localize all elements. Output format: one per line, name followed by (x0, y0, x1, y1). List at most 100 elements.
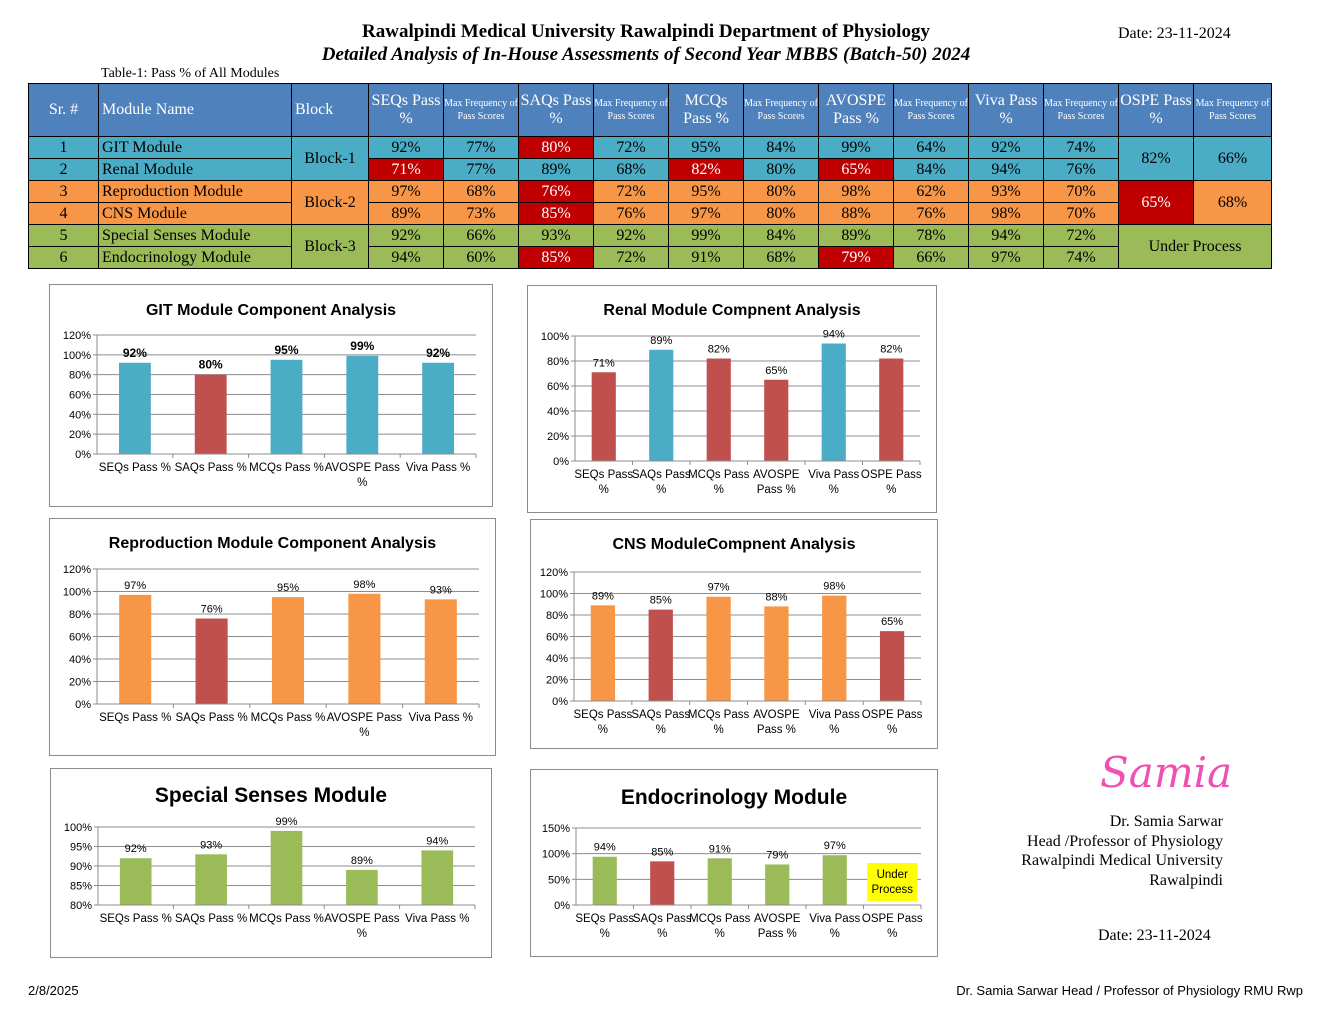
y-tick-label: 0% (554, 900, 570, 912)
cell-module-name: Renal Module (98, 158, 292, 181)
x-tick-label: SEQs Pass (574, 709, 633, 721)
cell-value: 72% (593, 180, 669, 203)
signature-city: Rawalpindi (1149, 871, 1223, 889)
bar (421, 850, 454, 905)
y-tick-label: 40% (546, 653, 568, 665)
header-seqs-pass: SEQs Pass % (368, 83, 444, 137)
data-label: 97% (708, 582, 730, 594)
footer-author: Dr. Samia Sarwar Head / Professor of Phy… (956, 983, 1303, 998)
table-header-row: Sr. # Module Name Block SEQs Pass % Max … (28, 83, 1272, 137)
cell-value: 95% (668, 180, 744, 203)
cell-value: 92% (593, 224, 669, 247)
bar (195, 618, 228, 704)
cell-ospe-pass: 82% (1118, 136, 1194, 181)
cell-value: 80% (743, 158, 819, 181)
y-tick-label: 100% (64, 822, 92, 834)
header-viva-freq: Max Frequency of Pass Scores (1043, 83, 1119, 137)
cell-value: 93% (968, 180, 1044, 203)
cell-ospe-pass: 65% (1118, 180, 1194, 225)
cell-value: 68% (743, 246, 819, 269)
data-label: 65% (881, 616, 903, 628)
cell-ospe-freq: 68% (1193, 180, 1272, 225)
y-tick-label: 60% (547, 381, 569, 393)
bar (592, 856, 617, 905)
cell-value: 72% (593, 246, 669, 269)
x-tick-label: % (713, 724, 723, 736)
header-sr: Sr. # (28, 83, 99, 137)
cell-value: 93% (518, 224, 594, 247)
data-label: 89% (351, 855, 373, 867)
cell-value: 97% (668, 202, 744, 225)
header-mcqs-pass: MCQs Pass % (668, 83, 744, 137)
footer-date: 2/8/2025 (28, 983, 79, 998)
data-label: 97% (824, 840, 846, 852)
x-tick-label: AVOSPE (754, 913, 801, 925)
data-label: 98% (353, 579, 375, 591)
cell-value: 84% (743, 224, 819, 247)
bar (422, 362, 455, 454)
y-tick-label: 20% (547, 431, 569, 443)
header-avospe-pass: AVOSPE Pass % (818, 83, 894, 137)
x-tick-label: % (598, 724, 608, 736)
chart-title: Endocrinology Module (621, 786, 847, 809)
cell-value: 84% (743, 136, 819, 159)
data-label: 91% (709, 843, 731, 855)
signature-name: Dr. Samia Sarwar (1109, 813, 1223, 830)
data-label: 95% (274, 343, 298, 357)
cell-value: 80% (518, 136, 594, 159)
cell-value: 76% (893, 202, 969, 225)
x-tick-label: SEQs Pass % (99, 462, 171, 474)
bar (649, 349, 674, 461)
x-tick-label: SEQs Pass (575, 913, 634, 925)
cell-value: 94% (368, 246, 444, 269)
signature-institution: Rawalpindi Medical University (1021, 852, 1223, 869)
bar (590, 605, 616, 701)
cell-value: 78% (893, 224, 969, 247)
data-label: 94% (426, 835, 448, 847)
x-tick-label: Pass % (757, 724, 796, 736)
bar (706, 596, 731, 701)
cell-value: 76% (593, 202, 669, 225)
x-tick-label: % (714, 484, 724, 496)
x-tick-label: % (829, 484, 839, 496)
data-label: 97% (124, 580, 146, 592)
cell-value: 72% (1043, 224, 1119, 247)
header-date: Date: 23-11-2024 (1118, 25, 1231, 42)
bar (648, 609, 673, 701)
y-tick-label: 80% (69, 609, 91, 621)
header-saqs-pass: SAQs Pass % (518, 83, 594, 137)
cell-value: 80% (743, 202, 819, 225)
y-tick-label: 80% (547, 356, 569, 368)
y-tick-label: 40% (69, 654, 91, 666)
x-tick-label: % (829, 724, 839, 736)
cell-value: 70% (1043, 180, 1119, 203)
data-label: 92% (426, 346, 450, 360)
chart-renal-module: Renal Module Compnent Analysis 0% 20% 40% 60… (527, 285, 937, 513)
table-caption: Table-1: Pass % of All Modules (101, 66, 280, 81)
x-tick-label: % (656, 484, 666, 496)
y-tick-label: 100% (63, 587, 91, 599)
cell-value: 77% (443, 136, 519, 159)
data-label: 79% (766, 849, 788, 861)
cell-value: 68% (443, 180, 519, 203)
bar (348, 593, 381, 704)
x-tick-label: SEQs Pass % (100, 913, 172, 925)
cell-module-name: CNS Module (98, 202, 292, 225)
x-tick-label: AVOSPE Pass (327, 712, 402, 724)
y-tick-label: 20% (546, 675, 568, 687)
cell-value: 99% (818, 136, 894, 159)
data-label: 89% (592, 590, 614, 602)
y-tick-label: 60% (69, 632, 91, 644)
x-tick-label: Viva Pass (809, 913, 860, 925)
cell-sr: 5 (28, 224, 99, 247)
x-tick-label: SAQs Pass (633, 913, 692, 925)
cell-ospe-under-process: Under Process (1118, 224, 1272, 269)
bar (424, 599, 457, 704)
cell-value: 66% (443, 224, 519, 247)
cell-value: 94% (968, 224, 1044, 247)
y-tick-label: 20% (69, 677, 91, 689)
x-tick-label: % (887, 724, 897, 736)
bar (591, 372, 616, 461)
y-tick-label: 80% (70, 900, 92, 912)
signature-date: Date: 23-11-2024 (1098, 927, 1211, 944)
